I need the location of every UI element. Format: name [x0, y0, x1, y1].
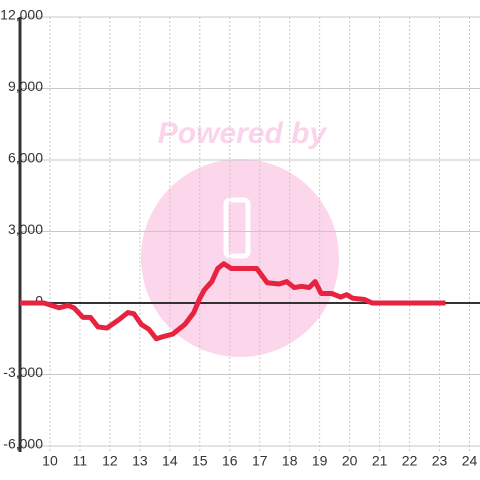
y-tick-label: -3,000 — [3, 364, 43, 380]
x-tick-label: 12 — [102, 453, 118, 469]
x-tick-label: 17 — [252, 453, 268, 469]
x-tick-label: 16 — [222, 453, 238, 469]
x-tick-label: 22 — [402, 453, 418, 469]
x-tick-label: 24 — [462, 453, 478, 469]
x-tick-label: 21 — [372, 453, 388, 469]
y-tick-label: 12,000 — [0, 7, 43, 23]
watermark-text: Powered by — [158, 117, 328, 150]
y-tick-label: 3,000 — [8, 221, 43, 237]
x-tick-label: 10 — [42, 453, 58, 469]
x-tick-label: 11 — [73, 453, 88, 469]
y-tick-label: 6,000 — [8, 150, 43, 166]
data-line — [20, 261, 446, 342]
x-tick-label: 13 — [132, 453, 148, 469]
x-tick-label: 15 — [192, 453, 208, 469]
y-tick-label: 9,000 — [8, 78, 43, 94]
x-tick-label: 20 — [342, 453, 358, 469]
x-tick-label: 14 — [162, 453, 178, 469]
x-tick-label: 18 — [282, 453, 298, 469]
y-tick-label: -6,000 — [3, 436, 43, 452]
watermark-icon — [223, 197, 251, 259]
x-tick-label: 19 — [312, 453, 328, 469]
x-tick-label: 23 — [432, 453, 448, 469]
